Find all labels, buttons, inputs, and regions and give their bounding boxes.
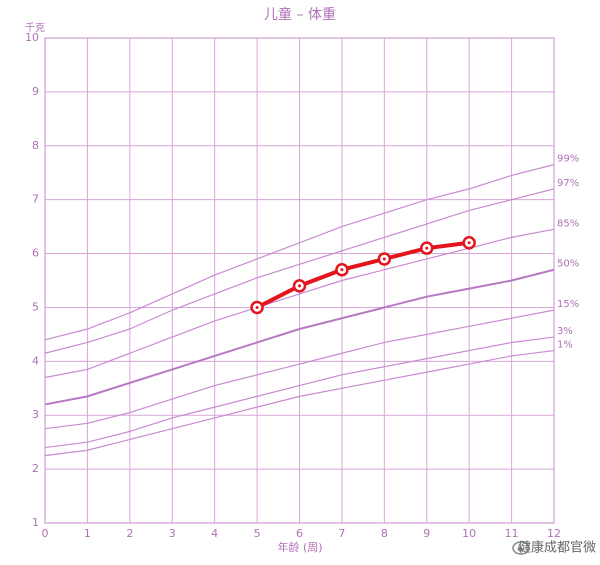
series-label: 3% xyxy=(557,326,573,337)
x-tick-label: 1 xyxy=(84,527,91,540)
x-tick-label: 3 xyxy=(169,527,176,540)
x-tick-label: 4 xyxy=(211,527,218,540)
child-point-dot xyxy=(340,268,344,272)
percentile-line xyxy=(44,349,555,457)
child-point-dot xyxy=(382,257,386,261)
series-label: 50% xyxy=(557,259,579,270)
y-tick-label: 6 xyxy=(32,247,39,260)
x-tick-label: 2 xyxy=(126,527,133,540)
x-tick-label: 12 xyxy=(547,527,561,540)
y-tick-label: 10 xyxy=(25,31,39,44)
percentile-line xyxy=(44,164,555,341)
percentile-line xyxy=(44,268,555,406)
x-tick-label: 11 xyxy=(505,527,519,540)
percentile-line xyxy=(44,336,555,449)
watermark: 健康成都官微 xyxy=(518,540,596,556)
y-tick-label: 3 xyxy=(32,408,39,421)
series-label: 15% xyxy=(557,299,579,310)
x-tick-label: 0 xyxy=(42,527,49,540)
y-tick-label: 4 xyxy=(32,354,39,367)
child-point-dot xyxy=(298,284,301,288)
y-tick-label: 2 xyxy=(32,462,39,475)
child-point-dot xyxy=(255,305,259,309)
x-tick-label: 7 xyxy=(338,527,345,540)
x-tick-label: 5 xyxy=(254,527,261,540)
series-label: 85% xyxy=(557,218,579,229)
percentile-line xyxy=(44,309,555,430)
x-tick-label: 8 xyxy=(381,527,388,540)
x-tick-label: 9 xyxy=(423,527,430,540)
y-tick-label: 1 xyxy=(32,516,39,529)
child-line xyxy=(256,240,470,310)
series-label: 97% xyxy=(557,178,579,189)
y-tick-label: 7 xyxy=(32,193,39,206)
series-label: 99% xyxy=(557,154,579,165)
x-axis-label: 年龄 (周) xyxy=(277,540,322,554)
plot-border xyxy=(44,37,555,524)
y-tick-label: 8 xyxy=(32,139,39,152)
chart-title: 儿童 – 体重 xyxy=(264,6,336,23)
y-axis-label: 千克 xyxy=(25,22,45,34)
y-tick-label: 9 xyxy=(32,85,39,98)
y-tick-label: 5 xyxy=(32,300,39,313)
x-tick-label: 10 xyxy=(462,527,476,540)
child-point-dot xyxy=(467,241,471,245)
x-tick-label: 6 xyxy=(296,527,303,540)
percentile-line xyxy=(44,188,555,354)
series-label: 1% xyxy=(557,340,573,351)
watermark-icon xyxy=(512,541,530,555)
child-point-dot xyxy=(425,246,429,250)
